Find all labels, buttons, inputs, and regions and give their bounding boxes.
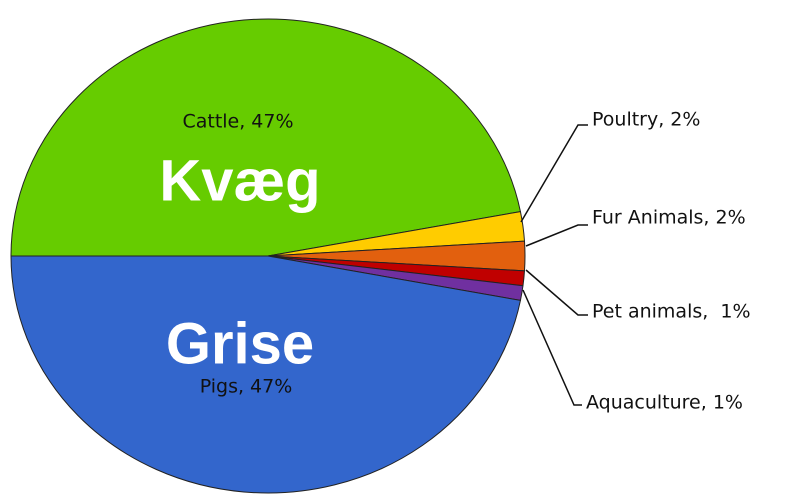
leader-line [525, 224, 588, 247]
leader-line [522, 289, 582, 406]
slice-label: Pigs, 47% [200, 376, 293, 398]
pie-slice [10, 18, 522, 257]
slice-label: Poultry, 2% [592, 109, 700, 131]
leader-line [520, 124, 588, 223]
annotation: Grise [166, 311, 314, 376]
slice-label: Pet animals, 1% [592, 301, 751, 323]
slice-label: Aquaculture, 1% [586, 392, 743, 414]
pie-slice [10, 255, 522, 494]
slice-label: Cattle, 47% [182, 111, 293, 133]
annotation: Kvæg [159, 148, 320, 213]
leader-line [525, 269, 588, 316]
slice-label: Fur Animals, 2% [592, 207, 746, 229]
